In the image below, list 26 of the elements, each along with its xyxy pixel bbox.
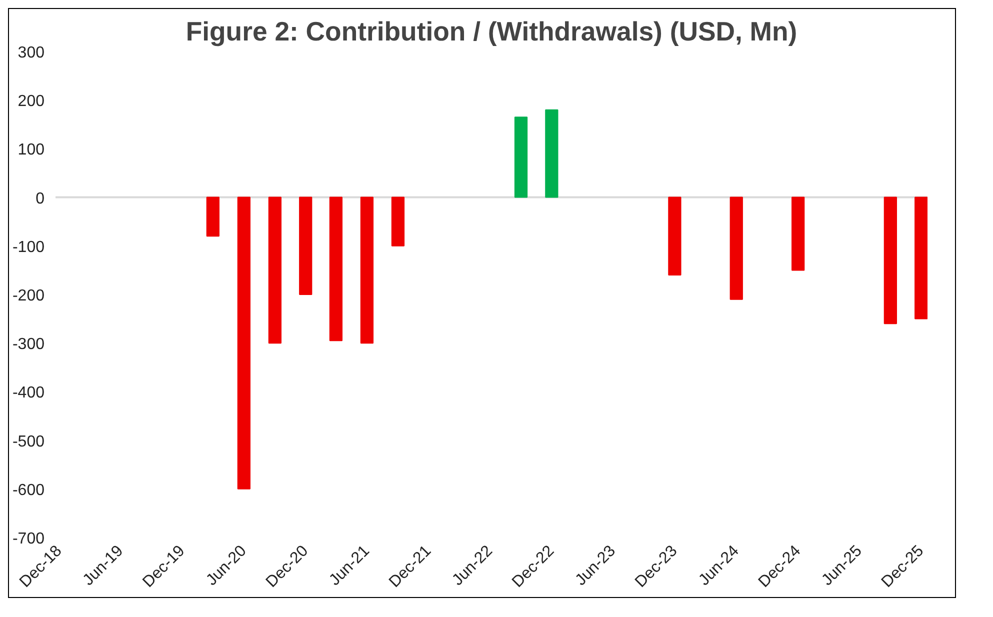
y-tick-label: 0 (36, 190, 45, 208)
bar (206, 196, 220, 237)
y-tick-label: -500 (12, 433, 45, 450)
bar (391, 196, 405, 246)
y-tick-label: -700 (12, 530, 45, 548)
bar (299, 196, 312, 295)
bar (329, 196, 343, 342)
y-tick-label: 100 (18, 142, 45, 159)
bar (268, 196, 282, 344)
bar (514, 116, 528, 198)
y-tick-label: -300 (12, 336, 45, 354)
bar (668, 196, 682, 276)
bar (730, 196, 743, 300)
y-tick-label: 300 (18, 44, 45, 62)
y-tick-label: -400 (12, 384, 45, 402)
bar (237, 196, 250, 490)
chart-title: Figure 2: Contribution / (Withdrawals) (USD, Mn) (186, 16, 798, 46)
bar (545, 109, 558, 198)
bar (884, 196, 897, 324)
y-tick-label: -600 (12, 482, 45, 499)
y-tick-label: -200 (12, 288, 45, 304)
bar (792, 196, 805, 271)
y-tick-label: -100 (12, 238, 45, 256)
bar (914, 196, 928, 320)
bar (360, 196, 374, 344)
y-tick-label: 200 (18, 93, 45, 110)
